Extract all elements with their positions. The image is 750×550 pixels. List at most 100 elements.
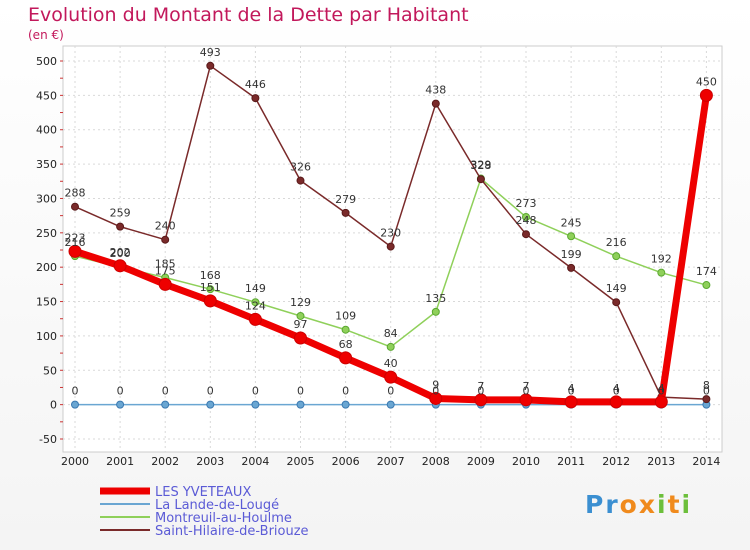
series-point <box>71 202 79 211</box>
data-label: 40 <box>384 357 398 370</box>
brand-letter: i <box>681 490 693 519</box>
x-tick-label: 2000 <box>61 455 89 468</box>
x-tick-label: 2004 <box>241 455 269 468</box>
series-point <box>612 298 621 307</box>
series-point <box>339 351 353 365</box>
series-point <box>429 391 443 405</box>
x-tick-label: 2003 <box>196 455 224 468</box>
series-point <box>251 94 260 103</box>
data-label: 446 <box>245 78 266 91</box>
y-tick-label: 0 <box>50 399 57 412</box>
series-point <box>474 393 488 407</box>
y-tick-label: 50 <box>43 364 57 377</box>
data-label: 4 <box>568 382 575 395</box>
data-label: 175 <box>155 264 176 277</box>
series-point <box>296 400 305 409</box>
data-label: 0 <box>568 385 575 398</box>
series-point <box>702 395 711 404</box>
legend-entry: Montreuil-au-Houlme <box>155 511 292 526</box>
data-label: 0 <box>297 385 304 398</box>
y-tick-label: 350 <box>36 158 57 171</box>
x-tick-label: 2013 <box>647 455 675 468</box>
data-label: 4 <box>658 382 665 395</box>
series-point <box>248 312 262 326</box>
data-label: 326 <box>290 161 311 174</box>
series-point <box>206 285 215 294</box>
series-point <box>203 294 217 308</box>
brand-letter: r <box>605 490 620 519</box>
data-label: 168 <box>200 269 221 282</box>
x-tick-label: 2002 <box>151 455 179 468</box>
series-point <box>251 400 260 409</box>
data-label: 493 <box>200 46 221 59</box>
data-label: 248 <box>516 214 537 227</box>
data-label: 151 <box>200 281 221 294</box>
data-label: 328 <box>470 159 491 172</box>
series-point <box>384 370 398 384</box>
series-point <box>431 99 440 108</box>
data-label: 7 <box>477 380 484 393</box>
data-label: 223 <box>65 231 86 244</box>
series-point <box>68 244 82 258</box>
x-tick-label: 2006 <box>332 455 360 468</box>
chart-title: Evolution du Montant de la Dette par Hab… <box>28 4 469 26</box>
data-label: 0 <box>117 385 124 398</box>
data-label: 279 <box>335 193 356 206</box>
data-label: 7 <box>523 380 530 393</box>
series-point <box>612 252 621 261</box>
data-label: 185 <box>155 257 176 270</box>
data-label: 0 <box>72 385 79 398</box>
brand-letter: x <box>638 490 657 519</box>
series-point <box>71 400 79 409</box>
x-tick-label: 2001 <box>106 455 134 468</box>
series-point <box>341 400 350 409</box>
series-point <box>609 395 623 409</box>
data-label: 0 <box>703 385 710 398</box>
data-label: 174 <box>696 265 717 278</box>
data-label: 109 <box>335 310 356 323</box>
x-tick-label: 2008 <box>422 455 450 468</box>
series-point <box>654 395 668 409</box>
series-point <box>476 175 485 184</box>
data-label: 8 <box>703 379 710 392</box>
data-label: 199 <box>561 248 582 261</box>
legend-entry: LES YVETEAUX <box>155 485 251 500</box>
data-label: 129 <box>290 296 311 309</box>
data-label: 0 <box>432 385 439 398</box>
y-tick-label: 100 <box>36 330 57 343</box>
series-point <box>158 277 172 291</box>
y-tick-label: 400 <box>36 124 57 137</box>
x-tick-label: 2012 <box>602 455 630 468</box>
series-point <box>296 311 305 320</box>
data-label: 149 <box>606 282 627 295</box>
series-point <box>113 259 127 273</box>
data-label: 84 <box>384 327 398 340</box>
data-label: 0 <box>387 385 394 398</box>
y-tick-label: 500 <box>36 55 57 68</box>
data-label: 273 <box>516 197 537 210</box>
brand-logo: Proxiti <box>585 490 692 519</box>
data-label: 0 <box>252 385 259 398</box>
data-label: 288 <box>65 187 86 200</box>
brand-letter: i <box>657 490 668 519</box>
series-point <box>522 213 530 222</box>
data-label: 135 <box>425 292 446 305</box>
data-label: 124 <box>245 299 266 312</box>
series-point <box>699 88 713 102</box>
series-point <box>161 400 170 409</box>
data-label: 149 <box>245 282 266 295</box>
data-label: 0 <box>523 385 530 398</box>
brand-letter: t <box>667 490 682 519</box>
data-label: 9 <box>432 378 439 391</box>
data-label: 0 <box>342 385 349 398</box>
x-tick-label: 2005 <box>287 455 315 468</box>
series-point <box>431 307 440 316</box>
y-tick-label: 200 <box>36 261 57 274</box>
x-tick-label: 2010 <box>512 455 540 468</box>
x-tick-label: 2011 <box>557 455 585 468</box>
data-label: 450 <box>696 75 717 88</box>
series-point <box>386 242 395 251</box>
data-label: 97 <box>294 318 308 331</box>
